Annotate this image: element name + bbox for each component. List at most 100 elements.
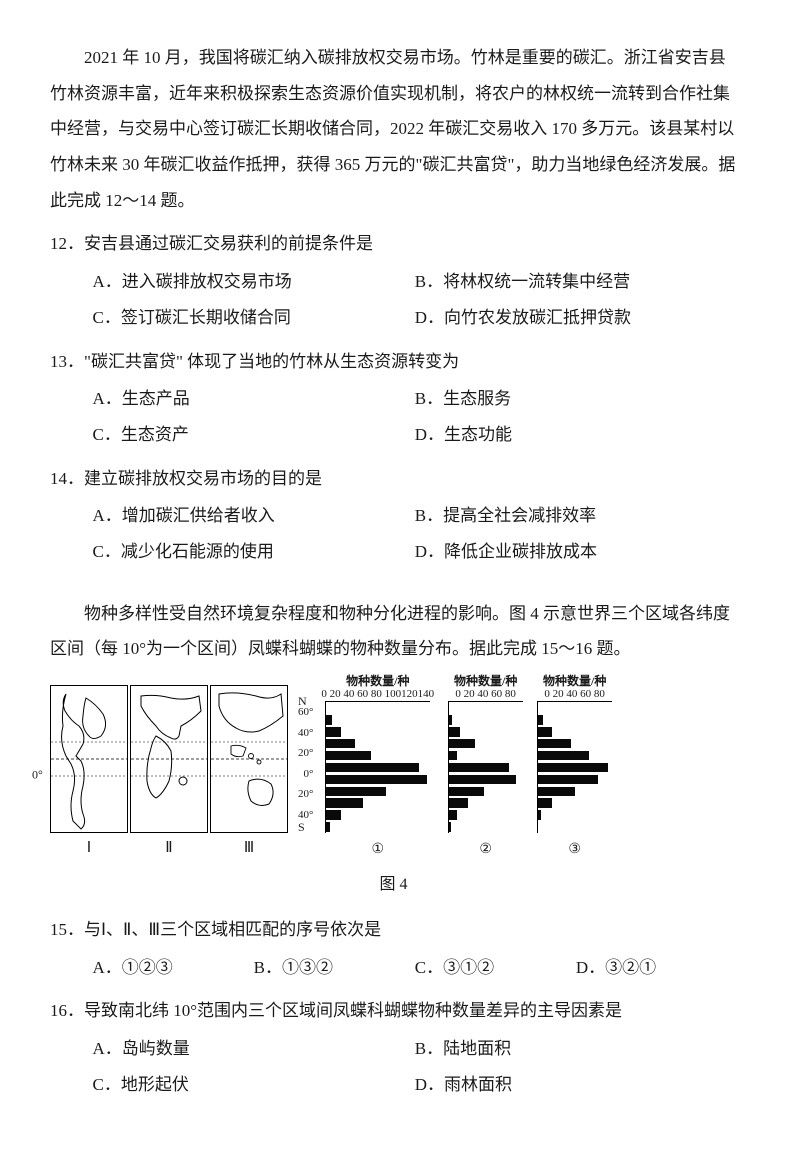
bar-row	[326, 762, 430, 774]
lat-axis: x x N 60° 40° 20° 0° 20° 40° S x	[298, 675, 315, 864]
bar-row	[538, 762, 612, 774]
bar-row	[538, 726, 612, 738]
passage-1: 2021 年 10 月，我国将碳汇纳入碳排放权交易市场。竹林是重要的碳汇。浙江省…	[50, 40, 737, 218]
bar-row	[326, 809, 430, 821]
q12-stem: 12．安吉县通过碳汇交易获利的前提条件是	[50, 226, 737, 262]
q14-opt-a[interactable]: A．增加碳汇供给者收入	[93, 498, 415, 534]
bar-row	[326, 821, 430, 833]
bar-row	[538, 738, 612, 750]
bar-row	[538, 773, 612, 785]
bar	[538, 715, 543, 725]
q14-opt-d[interactable]: D．降低企业碳排放成本	[415, 534, 737, 570]
bar	[538, 763, 607, 773]
bar-row	[326, 750, 430, 762]
bar-row	[538, 797, 612, 809]
bar	[449, 727, 460, 737]
bar	[538, 751, 589, 761]
bar-row	[538, 785, 612, 797]
q16-opt-d[interactable]: D．雨林面积	[415, 1067, 737, 1103]
q13-opt-b[interactable]: B．生态服务	[415, 381, 737, 417]
bar	[326, 787, 385, 797]
chart-2-title: 物种数量/种	[454, 675, 517, 689]
q14-options: A．增加碳汇供给者收入 B．提高全社会减排效率 C．减少化石能源的使用 D．降低…	[93, 498, 738, 569]
q12-options: A．进入碳排放权交易市场 B．将林权统一流转集中经营 C．签订碳汇长期收储合同 …	[93, 264, 738, 335]
lat-60n: 60°	[298, 707, 313, 718]
chart-2-scale: 0 20 40 60 80	[455, 689, 516, 701]
bar	[326, 822, 330, 832]
q16-opt-a[interactable]: A．岛屿数量	[93, 1031, 415, 1067]
chart-1-id: ①	[372, 835, 385, 864]
q13-opt-a[interactable]: A．生态产品	[93, 381, 415, 417]
q15-opt-c[interactable]: C．③①②	[415, 950, 576, 986]
q12-opt-c[interactable]: C．签订碳汇长期收储合同	[93, 300, 415, 336]
bar	[449, 822, 451, 832]
bar-row	[449, 762, 523, 774]
chart-1: 物种数量/种 0 20 40 60 80 100120140 ①	[321, 675, 434, 864]
bar-row	[449, 714, 523, 726]
bar-row	[538, 821, 612, 833]
q15-opt-a[interactable]: A．①②③	[93, 950, 254, 986]
bar-row	[449, 702, 523, 714]
chart-3: 物种数量/种 0 20 40 60 80 ③	[537, 675, 612, 864]
bar	[538, 787, 575, 797]
passage-2: 物种多样性受自然环境复杂程度和物种分化进程的影响。图 4 示意世界三个区域各纬度…	[50, 596, 737, 667]
map-label-2: Ⅱ	[130, 833, 208, 865]
bar-row	[449, 797, 523, 809]
bar-row	[449, 750, 523, 762]
lat-20s: 20°	[298, 789, 313, 800]
bar-row	[326, 726, 430, 738]
bar-row	[449, 809, 523, 821]
bar	[449, 787, 484, 797]
bar-row	[326, 714, 430, 726]
bar	[326, 739, 354, 749]
q15-opt-d[interactable]: D．③②①	[576, 950, 737, 986]
bar-row	[538, 714, 612, 726]
bar	[538, 798, 552, 808]
map-labels: Ⅰ Ⅱ Ⅲ	[50, 833, 288, 865]
map-panel-3	[210, 685, 288, 833]
bar-row	[326, 702, 430, 714]
chart-2: 物种数量/种 0 20 40 60 80 ②	[448, 675, 523, 864]
chart-3-bars	[537, 701, 612, 833]
chart-1-title: 物种数量/种	[346, 675, 409, 689]
bar-row	[326, 738, 430, 750]
bar-row	[538, 750, 612, 762]
bar	[538, 775, 598, 785]
bar-row	[449, 773, 523, 785]
q12-opt-d[interactable]: D．向竹农发放碳汇抵押贷款	[415, 300, 737, 336]
chart-3-title: 物种数量/种	[543, 675, 606, 689]
bar	[538, 727, 552, 737]
bar-row	[326, 773, 430, 785]
chart-2-id: ②	[479, 835, 492, 864]
bar	[538, 810, 541, 820]
q16-opt-b[interactable]: B．陆地面积	[415, 1031, 737, 1067]
bar-row	[449, 821, 523, 833]
south-label: S	[298, 821, 315, 833]
bar	[449, 810, 456, 820]
q12-opt-b[interactable]: B．将林权统一流转集中经营	[415, 264, 737, 300]
chart-3-scale: 0 20 40 60 80	[544, 689, 605, 701]
q16-opt-c[interactable]: C．地形起伏	[93, 1067, 415, 1103]
q15-options: A．①②③ B．①③② C．③①② D．③②①	[93, 950, 738, 986]
bar-row	[449, 738, 523, 750]
bar-row	[538, 809, 612, 821]
map-label-1: Ⅰ	[50, 833, 128, 865]
bar	[326, 751, 371, 761]
lat-40n: 40°	[298, 728, 313, 739]
q16-options: A．岛屿数量 B．陆地面积 C．地形起伏 D．雨林面积	[93, 1031, 738, 1102]
bar-row	[538, 702, 612, 714]
q12-opt-a[interactable]: A．进入碳排放权交易市场	[93, 264, 415, 300]
q13-opt-c[interactable]: C．生态资产	[93, 417, 415, 453]
lat-20n: 20°	[298, 748, 313, 759]
q14-opt-b[interactable]: B．提高全社会减排效率	[415, 498, 737, 534]
q13-opt-d[interactable]: D．生态功能	[415, 417, 737, 453]
chart-1-scale: 0 20 40 60 80 100120140	[321, 689, 434, 701]
q15-opt-b[interactable]: B．①③②	[254, 950, 415, 986]
figure-caption: 图 4	[50, 868, 737, 902]
q14-opt-c[interactable]: C．减少化石能源的使用	[93, 534, 415, 570]
bar	[538, 739, 570, 749]
bar	[449, 739, 475, 749]
bar	[326, 727, 341, 737]
bar	[449, 798, 468, 808]
bar	[326, 715, 332, 725]
